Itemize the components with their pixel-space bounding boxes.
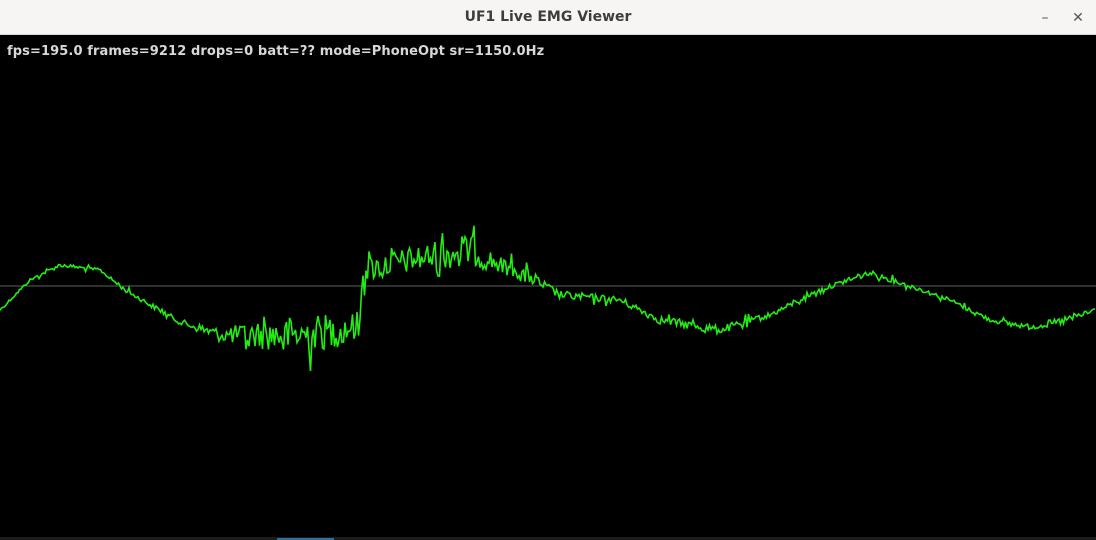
status-readout: fps=195.0 frames=9212 drops=0 batt=?? mo… bbox=[7, 44, 544, 59]
emg-plot-canvas: fps=195.0 frames=9212 drops=0 batt=?? mo… bbox=[0, 36, 1096, 540]
close-icon[interactable]: ✕ bbox=[1066, 6, 1090, 30]
minimize-icon[interactable]: – bbox=[1033, 6, 1057, 30]
emg-plot bbox=[0, 36, 1096, 540]
title-bar[interactable]: UF1 Live EMG Viewer – ✕ bbox=[0, 0, 1096, 35]
emg-trace bbox=[0, 226, 1095, 371]
window-title: UF1 Live EMG Viewer bbox=[0, 9, 1096, 25]
